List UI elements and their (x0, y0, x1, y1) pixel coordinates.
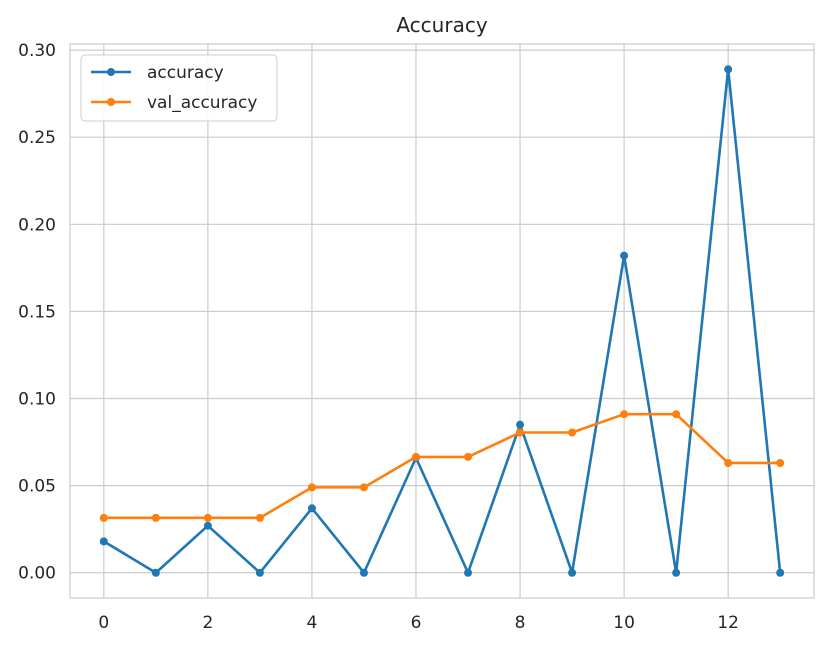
data-point (776, 458, 785, 467)
data-point (359, 483, 368, 492)
data-point (464, 568, 473, 577)
plot-area (69, 43, 815, 599)
chart-title: Accuracy (396, 13, 487, 37)
x-tick-label: 4 (307, 613, 318, 633)
data-point (516, 428, 525, 437)
y-tick-label: 0.20 (18, 215, 56, 235)
y-tick-label: 0.00 (18, 564, 56, 584)
y-tick-label: 0.30 (18, 41, 56, 61)
legend-marker (107, 98, 115, 106)
data-point (724, 65, 733, 74)
data-point (203, 513, 212, 522)
data-point (464, 452, 473, 461)
legend-label: accuracy (147, 63, 224, 83)
x-tick-label: 2 (202, 613, 213, 633)
series-accuracy (99, 65, 785, 577)
data-point (620, 410, 629, 419)
legend-marker (107, 68, 115, 76)
data-point (151, 568, 160, 577)
data-point (255, 568, 264, 577)
y-tick-label: 0.10 (18, 390, 56, 410)
series-line (103, 67, 782, 575)
x-tick-label: 6 (411, 613, 422, 633)
axis-tick-labels: 0 2 4 6 8 10 12 0.00 0.05 0.10 0.15 0.20 0.25 0.30 (18, 41, 739, 633)
data-point (672, 410, 681, 419)
series-layer (99, 65, 785, 577)
series-val-accuracy (99, 410, 785, 522)
data-point (99, 513, 108, 522)
x-tick-label: 10 (613, 613, 635, 633)
data-point (568, 428, 577, 437)
data-point (672, 568, 681, 577)
legend-entry: val_accuracy (91, 93, 257, 113)
data-point (411, 452, 420, 461)
data-point (724, 458, 733, 467)
x-tick-label: 0 (98, 613, 109, 633)
legend-label: val_accuracy (147, 93, 257, 113)
data-point (359, 568, 368, 577)
data-point (203, 521, 212, 530)
y-tick-label: 0.25 (18, 128, 56, 148)
legend: accuracy val_accuracy (80, 54, 278, 122)
data-point (307, 483, 316, 492)
y-tick-label: 0.05 (18, 477, 56, 497)
data-point (516, 420, 525, 429)
data-point (255, 513, 264, 522)
series-line (103, 412, 781, 520)
data-point (99, 537, 108, 546)
data-point (568, 568, 577, 577)
data-point (307, 504, 316, 513)
data-point (776, 568, 785, 577)
x-tick-label: 12 (717, 613, 739, 633)
data-point (620, 251, 629, 260)
grid-lines (70, 44, 814, 598)
x-tick-label: 8 (515, 613, 526, 633)
y-tick-label: 0.15 (18, 302, 56, 322)
legend-entry: accuracy (91, 63, 224, 83)
data-point (151, 513, 160, 522)
